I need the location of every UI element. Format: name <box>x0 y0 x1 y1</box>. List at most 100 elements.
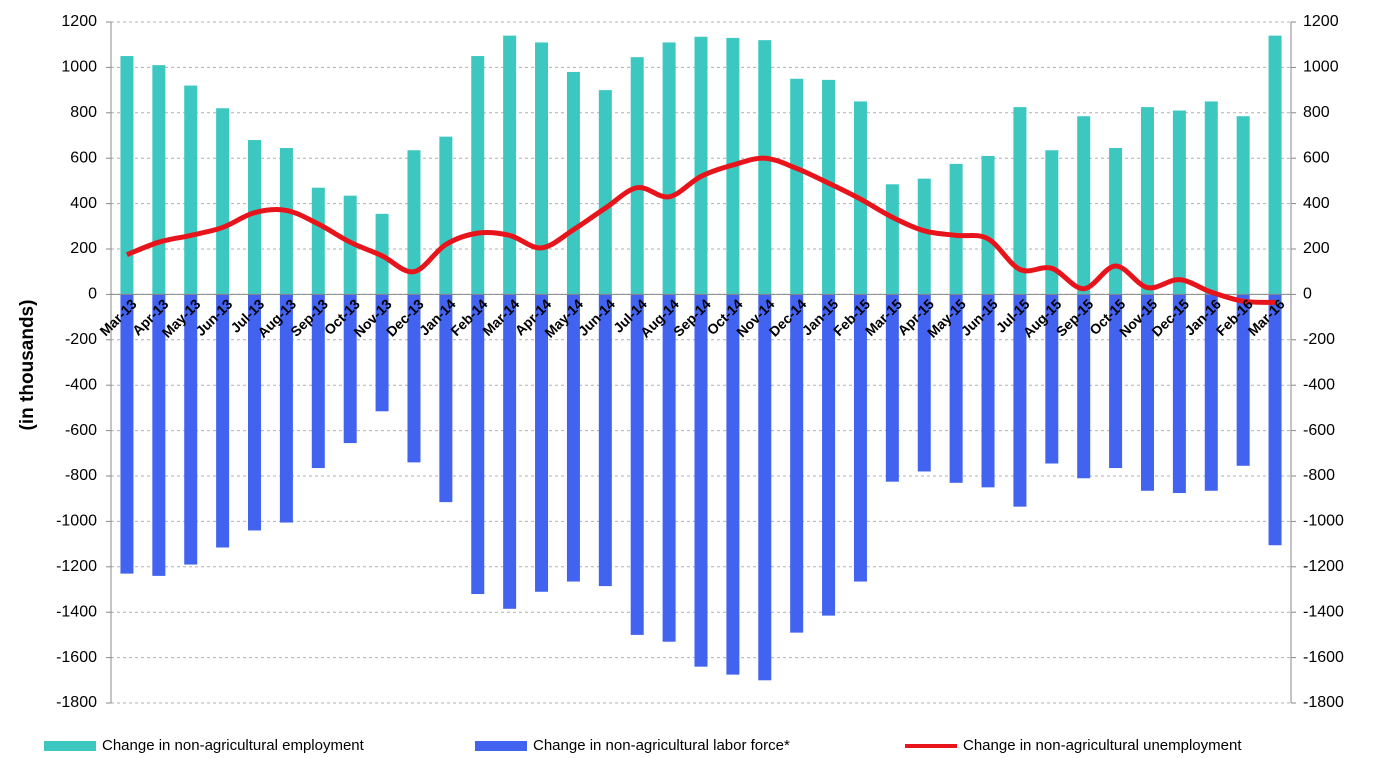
y-tick-label: 200 <box>70 240 97 257</box>
bar <box>758 40 772 295</box>
bar <box>790 294 804 633</box>
y-tick-label: -1800 <box>56 694 97 711</box>
bar <box>503 294 517 609</box>
legend-swatch <box>44 741 96 751</box>
bar <box>248 294 262 531</box>
bar <box>1204 294 1218 491</box>
bar <box>439 294 453 503</box>
bar <box>248 140 262 295</box>
bar <box>1013 107 1027 295</box>
bar <box>535 42 549 295</box>
bar <box>216 294 230 548</box>
bar <box>981 155 995 295</box>
bar <box>981 294 995 488</box>
bar <box>1268 294 1282 546</box>
bar <box>152 65 166 295</box>
bar <box>662 294 676 642</box>
bar <box>662 42 676 295</box>
y-tick-label: -1400 <box>56 603 97 620</box>
y-tick-label: -1000 <box>56 513 97 530</box>
bar <box>1268 35 1282 295</box>
y2-tick-label: 1200 <box>1303 13 1339 30</box>
bar <box>598 294 612 587</box>
y-tick-label: 0 <box>88 286 97 303</box>
bar <box>949 163 963 295</box>
y2-tick-label: 0 <box>1303 286 1312 303</box>
y2-tick-label: 200 <box>1303 240 1330 257</box>
bar <box>1045 150 1059 295</box>
bar <box>885 184 899 295</box>
bar <box>279 147 293 295</box>
bar <box>216 108 230 295</box>
bar <box>1077 116 1091 295</box>
y2-tick-label: -200 <box>1303 331 1335 348</box>
bar <box>1172 110 1186 295</box>
bar <box>311 187 325 295</box>
bar <box>822 294 836 616</box>
bar <box>1077 294 1091 479</box>
line <box>126 155 1276 305</box>
y-tick-label: -200 <box>65 331 97 348</box>
bar <box>917 294 931 472</box>
bar <box>1109 147 1123 295</box>
bar <box>630 294 644 635</box>
bar <box>152 294 166 576</box>
bar <box>1109 294 1123 469</box>
bar <box>726 294 740 675</box>
bar <box>471 294 485 595</box>
bar <box>503 35 517 295</box>
bar <box>375 294 389 412</box>
bar <box>853 294 867 582</box>
bar <box>694 36 708 295</box>
bar <box>1140 107 1154 295</box>
y2-tick-label: -1800 <box>1303 694 1344 711</box>
bar <box>184 294 198 565</box>
bar <box>694 294 708 667</box>
y-tick-label: -1600 <box>56 649 97 666</box>
bar <box>311 294 325 469</box>
y2-tick-label: -1200 <box>1303 558 1344 575</box>
bar <box>1236 294 1250 466</box>
y2-tick-label: -400 <box>1303 376 1335 393</box>
y2-tick-label: -1000 <box>1303 513 1344 530</box>
bar <box>1045 294 1059 464</box>
y-tick-label: -600 <box>65 422 97 439</box>
y2-tick-label: -1400 <box>1303 603 1344 620</box>
y2-tick-label: 1000 <box>1303 59 1339 76</box>
bar <box>1236 116 1250 295</box>
bar <box>343 195 357 295</box>
bar <box>279 294 293 523</box>
bar <box>566 294 580 582</box>
legend-label: Change in non-agricultural employment <box>102 737 365 754</box>
bar <box>566 71 580 295</box>
legend-label: Change in non-agricultural unemployment <box>963 737 1242 754</box>
bar <box>535 294 549 592</box>
legend-swatch <box>475 741 527 751</box>
y-tick-label: -400 <box>65 376 97 393</box>
bar <box>630 57 644 295</box>
y-tick-label: 400 <box>70 195 97 212</box>
y-tick-label: 800 <box>70 104 97 121</box>
bar <box>1204 101 1218 295</box>
y2-tick-label: -800 <box>1303 467 1335 484</box>
bar <box>758 294 772 681</box>
bar <box>343 294 357 444</box>
y-tick-label: -800 <box>65 467 97 484</box>
bar <box>822 79 836 295</box>
legend-label: Change in non-agricultural labor force* <box>533 737 790 754</box>
bar <box>949 294 963 483</box>
bar <box>407 150 421 295</box>
y2-tick-label: 600 <box>1303 149 1330 166</box>
bar <box>1013 294 1027 507</box>
y-tick-label: 1000 <box>61 59 97 76</box>
bar <box>471 56 485 295</box>
bar <box>439 136 453 295</box>
bar <box>917 178 931 295</box>
bar <box>790 78 804 295</box>
y-tick-label: -1200 <box>56 558 97 575</box>
bar <box>120 56 134 295</box>
bar <box>1172 294 1186 494</box>
bar <box>598 90 612 295</box>
y-tick-label: 600 <box>70 149 97 166</box>
